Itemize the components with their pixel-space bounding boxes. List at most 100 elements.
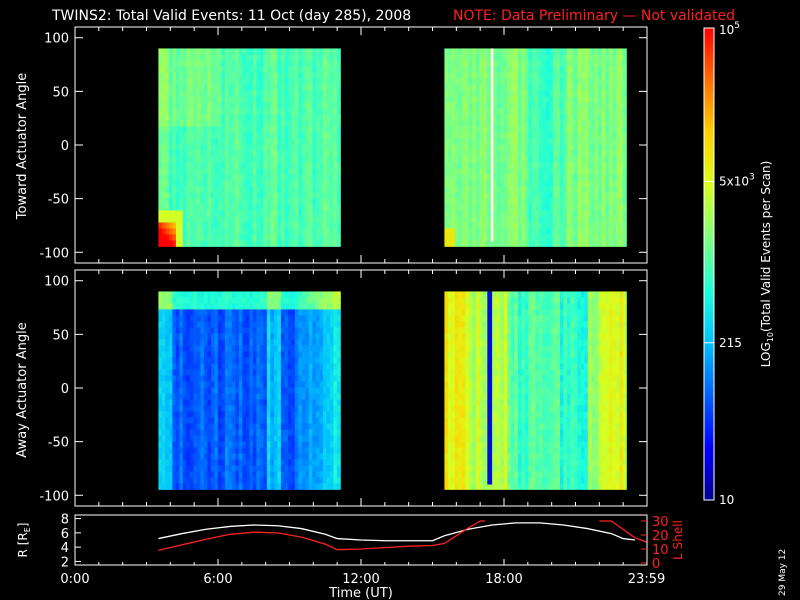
heatmap-cell — [542, 222, 547, 229]
heatmap-cell — [549, 78, 554, 85]
heatmap-cell — [203, 54, 208, 61]
heatmap-cell — [524, 48, 529, 55]
heatmap-cell — [270, 66, 275, 73]
heatmap-cell — [249, 84, 254, 91]
heatmap-cell — [305, 399, 310, 406]
heatmap-cell — [298, 399, 303, 406]
heatmap-cell — [542, 228, 547, 235]
heatmap-cell — [175, 357, 180, 364]
heatmap-cell — [158, 399, 163, 406]
heatmap-cell — [228, 138, 233, 145]
heatmap-cell — [573, 114, 578, 121]
heatmap-cell — [266, 108, 271, 115]
heatmap-cell — [510, 162, 515, 169]
heatmap-cell — [165, 102, 170, 109]
heatmap-cell — [291, 234, 296, 241]
heatmap-cell — [461, 174, 466, 181]
heatmap-cell — [465, 204, 470, 211]
heatmap-cell — [259, 375, 264, 382]
heatmap-cell — [172, 120, 177, 127]
heatmap-cell — [301, 477, 306, 484]
heatmap-cell — [182, 453, 187, 460]
heatmap-cell — [277, 132, 282, 139]
heatmap-cell — [221, 447, 226, 454]
heatmap-cell — [273, 198, 278, 205]
heatmap-cell — [535, 240, 540, 247]
heatmap-cell — [556, 186, 561, 193]
heatmap-cell — [598, 186, 603, 193]
heatmap-cell — [214, 222, 219, 229]
heatmap-cell — [615, 192, 620, 199]
heatmap-cell — [479, 126, 484, 133]
heatmap-cell — [454, 228, 459, 235]
heatmap-cell — [203, 240, 208, 247]
heatmap-cell — [587, 78, 592, 85]
heatmap-cell — [315, 387, 320, 394]
heatmap-cell — [189, 66, 194, 73]
heatmap-cell — [447, 102, 452, 109]
heatmap-cell — [577, 102, 582, 109]
heatmap-cell — [577, 138, 582, 145]
heatmap-cell — [259, 435, 264, 442]
heatmap-cell — [591, 84, 596, 91]
heatmap-cell — [158, 216, 163, 223]
heatmap-cell — [486, 234, 491, 241]
heatmap-cell — [231, 315, 236, 322]
heatmap-cell — [577, 132, 582, 139]
heatmap-cell — [496, 78, 501, 85]
heatmap-cell — [496, 144, 501, 151]
heatmap-cell — [322, 90, 327, 97]
heatmap-cell — [447, 168, 452, 175]
heatmap-cell — [447, 192, 452, 199]
heatmap-cell — [524, 60, 529, 67]
heatmap-cell — [619, 198, 624, 205]
heatmap-cell — [507, 114, 512, 121]
heatmap-cell — [503, 234, 508, 241]
heatmap-cell — [217, 357, 222, 364]
heatmap-cell — [256, 465, 261, 472]
heatmap-cell — [193, 333, 198, 340]
heatmap-cell — [305, 114, 310, 121]
heatmap-cell — [500, 138, 505, 145]
heatmap-cell — [312, 132, 317, 139]
heatmap-cell — [242, 174, 247, 181]
heatmap-cell — [329, 210, 334, 217]
heatmap-cell — [172, 447, 177, 454]
heatmap-cell — [172, 192, 177, 199]
heatmap-cell — [217, 309, 222, 316]
heatmap-cell — [287, 423, 292, 430]
heatmap-cell — [454, 48, 459, 55]
heatmap-cell — [228, 108, 233, 115]
heatmap-cell — [608, 186, 613, 193]
heatmap-cell — [291, 222, 296, 229]
heatmap-cell — [259, 297, 264, 304]
heatmap-cell — [510, 126, 515, 133]
heatmap-cell — [601, 132, 606, 139]
heatmap-cell — [231, 435, 236, 442]
heatmap-cell — [301, 327, 306, 334]
heatmap-cell — [531, 240, 536, 247]
heatmap-cell — [235, 321, 240, 328]
heatmap-cell — [580, 102, 585, 109]
heatmap-cell — [315, 477, 320, 484]
heatmap-cell — [322, 60, 327, 67]
heatmap-cell — [179, 435, 184, 442]
heatmap-cell — [608, 108, 613, 115]
heatmap-cell — [242, 198, 247, 205]
heatmap-cell — [566, 132, 571, 139]
heatmap-cell — [165, 60, 170, 67]
heatmap-cell — [217, 126, 222, 133]
heatmap-cell — [287, 447, 292, 454]
heatmap-cell — [252, 72, 257, 79]
heatmap-cell — [273, 114, 278, 121]
heatmap-cell — [556, 72, 561, 79]
heatmap-cell — [472, 168, 477, 175]
heatmap-cell — [273, 60, 278, 67]
heatmap-cell — [451, 192, 456, 199]
heatmap-cell — [305, 156, 310, 163]
heatmap-cell — [598, 156, 603, 163]
heatmap-cell — [280, 90, 285, 97]
heatmap-cell — [224, 168, 229, 175]
heatmap-cell — [200, 54, 205, 61]
heatmap-cell — [231, 303, 236, 310]
